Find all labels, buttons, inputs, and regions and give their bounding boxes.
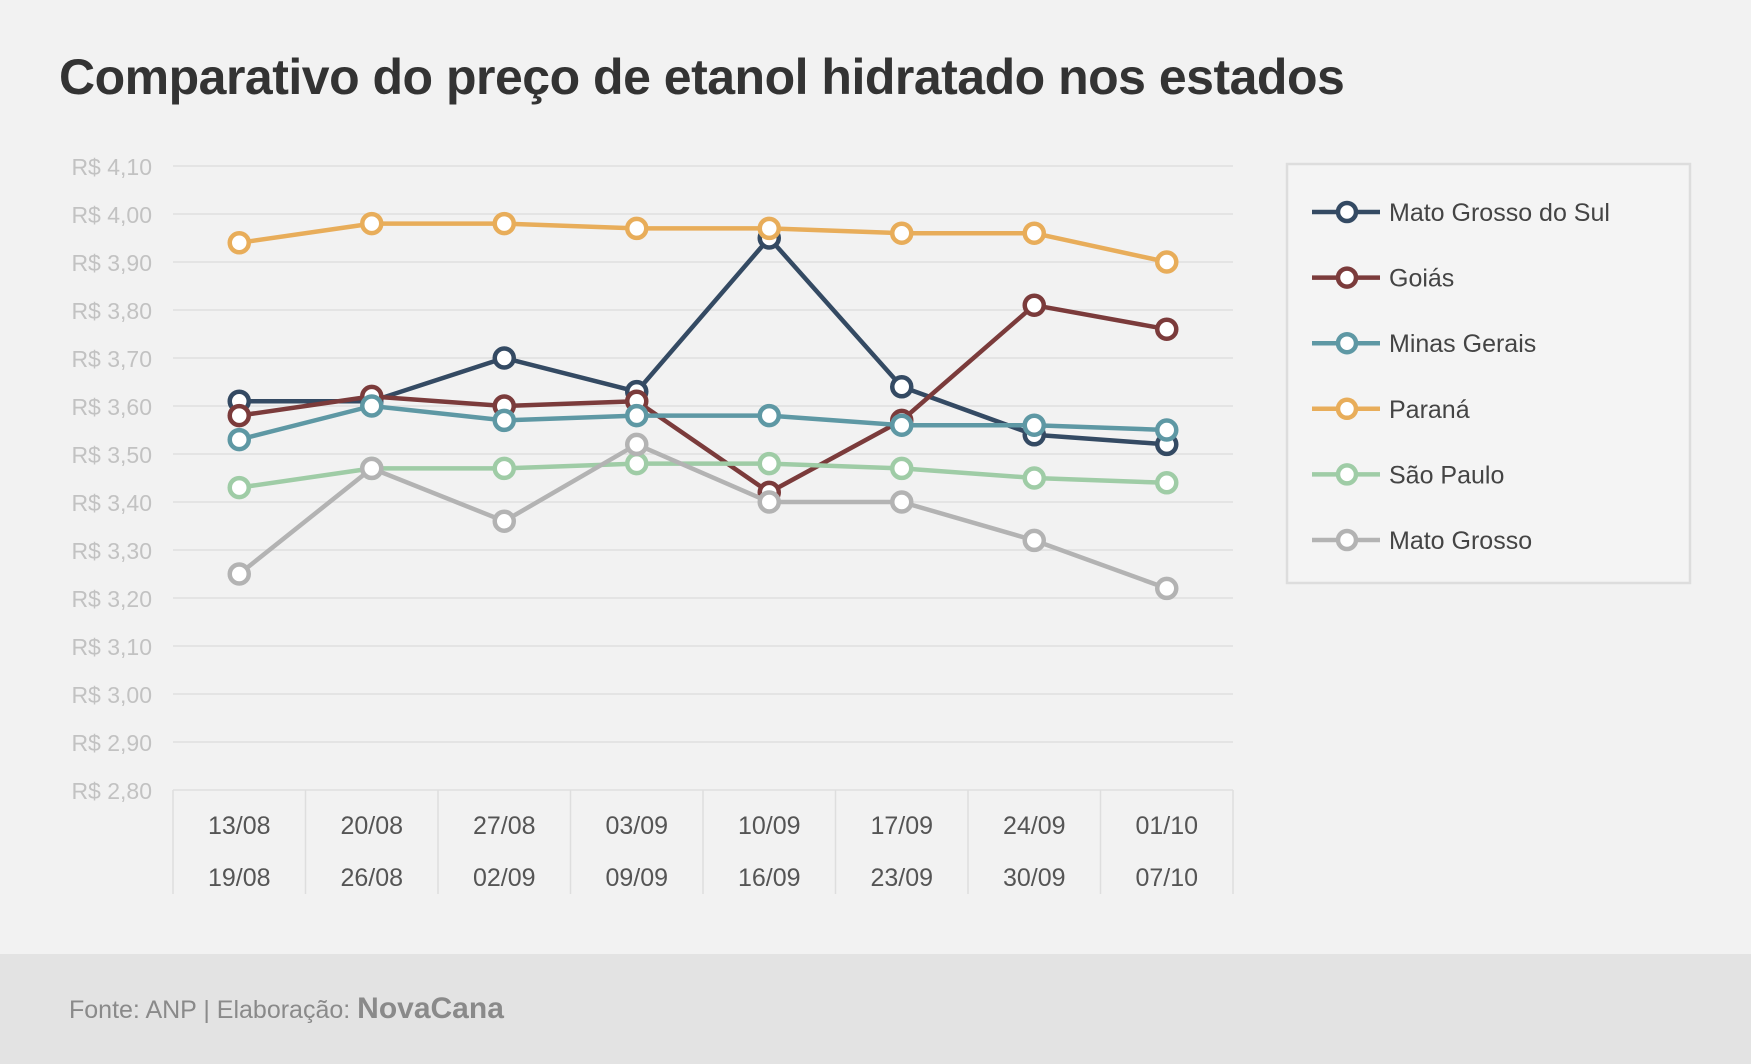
y-tick-label: R$ 4,00 bbox=[71, 202, 152, 228]
data-point bbox=[1155, 576, 1179, 601]
series-2 bbox=[227, 394, 1179, 452]
data-point bbox=[625, 403, 649, 428]
data-point bbox=[360, 456, 384, 481]
data-point bbox=[890, 375, 914, 399]
brand-name: NovaCana bbox=[357, 992, 504, 1025]
series-3 bbox=[227, 211, 1179, 274]
x-tick-label-end: 23/09 bbox=[870, 864, 933, 892]
x-tick-label-start: 03/09 bbox=[605, 812, 668, 840]
y-tick-label: R$ 3,60 bbox=[71, 394, 152, 420]
y-tick-label: R$ 2,80 bbox=[71, 778, 152, 804]
data-point bbox=[492, 456, 516, 481]
legend-label: Minas Gerais bbox=[1389, 330, 1536, 358]
data-point bbox=[492, 509, 516, 533]
x-tick-label-start: 10/09 bbox=[738, 812, 801, 840]
legend-label: São Paulo bbox=[1389, 461, 1504, 489]
series-line bbox=[237, 442, 1168, 591]
x-tick-label-end: 02/09 bbox=[473, 864, 536, 892]
data-point bbox=[1155, 418, 1179, 442]
data-point bbox=[1022, 466, 1046, 490]
x-tick-label-end: 09/09 bbox=[605, 864, 668, 892]
data-point bbox=[890, 490, 914, 514]
y-tick-label: R$ 3,10 bbox=[71, 634, 152, 660]
data-point bbox=[625, 216, 649, 241]
data-point bbox=[227, 231, 251, 255]
data-point bbox=[227, 562, 251, 586]
data-point bbox=[360, 211, 384, 236]
data-point bbox=[1155, 250, 1179, 274]
y-tick-label: R$ 3,40 bbox=[71, 490, 152, 516]
legend-label: Paraná bbox=[1389, 396, 1470, 424]
data-point bbox=[890, 221, 914, 245]
y-tick-label: R$ 3,20 bbox=[71, 586, 152, 612]
series-line bbox=[238, 221, 1168, 265]
data-point bbox=[757, 490, 781, 514]
data-point bbox=[1022, 413, 1046, 437]
x-tick-label-start: 17/09 bbox=[870, 812, 933, 840]
data-point bbox=[757, 216, 781, 241]
data-point bbox=[1155, 317, 1179, 341]
legend-swatch-marker bbox=[1335, 266, 1359, 289]
data-point bbox=[227, 427, 251, 452]
chart-title: Comparativo do preço de etanol hidratado… bbox=[59, 49, 1345, 105]
legend-label: Mato Grosso bbox=[1389, 527, 1532, 555]
data-point bbox=[625, 432, 649, 457]
data-point bbox=[757, 451, 781, 476]
data-point bbox=[492, 346, 516, 370]
legend-swatch-marker bbox=[1335, 463, 1359, 486]
data-point bbox=[890, 413, 914, 437]
series-line bbox=[238, 403, 1167, 442]
footer: Fonte: ANP | Elaboração: NovaCana bbox=[0, 954, 1751, 1064]
data-point bbox=[227, 403, 251, 428]
data-point bbox=[1022, 293, 1046, 317]
legend-swatch-marker bbox=[1335, 331, 1359, 355]
y-tick-label: R$ 4,10 bbox=[71, 154, 152, 180]
data-point bbox=[1022, 528, 1046, 553]
x-tick-label-end: 19/08 bbox=[208, 864, 271, 892]
data-point bbox=[1155, 471, 1179, 495]
legend-swatch-marker bbox=[1335, 528, 1359, 552]
y-tick-label: R$ 3,70 bbox=[71, 346, 152, 372]
source-credit: Fonte: ANP | Elaboração: NovaCana bbox=[69, 992, 504, 1026]
x-tick-label-end: 26/08 bbox=[340, 864, 403, 892]
x-tick-label-start: 27/08 bbox=[473, 812, 536, 840]
legend-swatch-marker bbox=[1335, 200, 1359, 224]
series-4 bbox=[227, 451, 1179, 500]
line-chart: R$ 4,10 R$ 4,00 R$ 3,90 R$ 3,80 R$ 3,70 R$ 3,… bbox=[71, 154, 1692, 894]
data-point bbox=[492, 408, 516, 433]
x-tick-label-start: 20/08 bbox=[340, 812, 403, 840]
data-point bbox=[625, 451, 649, 476]
legend-swatch-marker bbox=[1335, 397, 1359, 421]
source-text: Fonte: ANP | Elaboração: bbox=[69, 996, 351, 1024]
y-tick-label: R$ 3,30 bbox=[71, 538, 152, 564]
series-line bbox=[238, 461, 1167, 490]
y-tick-label: R$ 3,80 bbox=[71, 298, 152, 324]
data-point bbox=[890, 456, 914, 481]
legend-box bbox=[1285, 162, 1692, 585]
data-point bbox=[1022, 221, 1046, 245]
x-tick-label-end: 16/09 bbox=[738, 864, 801, 892]
y-tick-label: R$ 3,50 bbox=[71, 442, 152, 468]
data-point bbox=[757, 403, 781, 428]
x-tick-label-start: 24/09 bbox=[1003, 812, 1066, 840]
data-point bbox=[227, 475, 251, 500]
data-point bbox=[360, 394, 384, 418]
y-tick-label: R$ 3,90 bbox=[71, 250, 152, 276]
data-point bbox=[492, 211, 516, 236]
x-tick-label-start: 01/10 bbox=[1135, 812, 1198, 840]
legend-label: Mato Grosso do Sul bbox=[1389, 199, 1610, 227]
x-tick-label-end: 07/10 bbox=[1135, 864, 1198, 892]
x-tick-label-start: 13/08 bbox=[208, 812, 271, 840]
y-tick-label: R$ 2,90 bbox=[71, 730, 152, 756]
x-tick-label-end: 30/09 bbox=[1003, 864, 1066, 892]
y-tick-label: R$ 3,00 bbox=[71, 682, 152, 708]
legend-label: Goiás bbox=[1389, 265, 1454, 293]
series-line bbox=[238, 302, 1168, 495]
series-5 bbox=[227, 432, 1179, 601]
